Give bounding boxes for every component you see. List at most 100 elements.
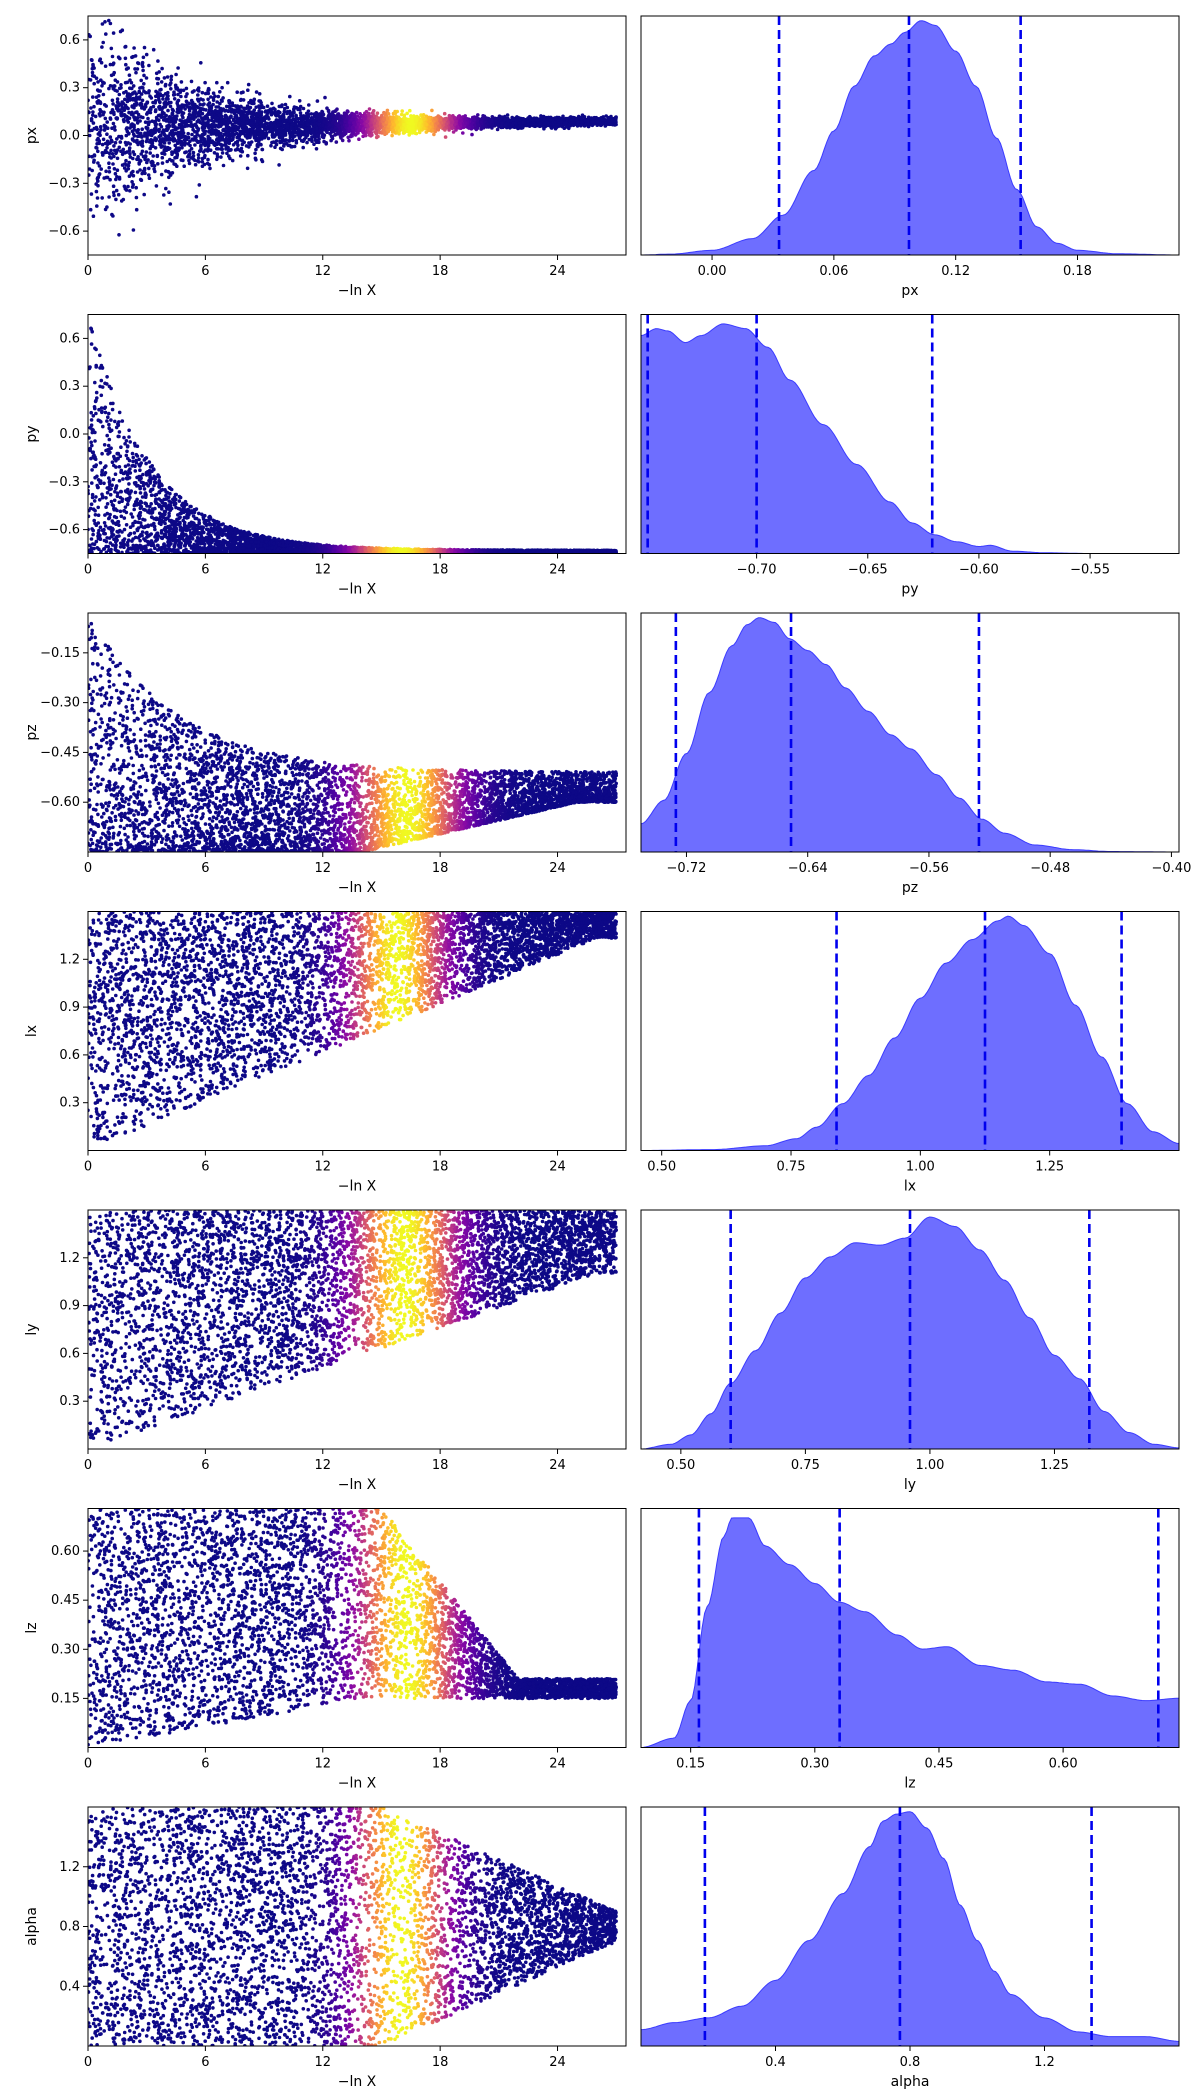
sample-point — [134, 185, 138, 190]
sample-point — [579, 123, 583, 128]
sample-point — [182, 164, 186, 168]
sample-point — [99, 60, 104, 65]
sample-point — [181, 111, 186, 115]
sample-point — [107, 18, 111, 23]
sample-point — [113, 128, 117, 132]
sample-point — [112, 144, 116, 148]
sample-point — [200, 121, 204, 126]
sample-point — [554, 117, 558, 121]
sample-point — [90, 168, 94, 173]
sample-point — [118, 140, 123, 144]
sample-point — [142, 45, 147, 50]
sample-point — [173, 125, 177, 129]
sample-point — [138, 119, 142, 123]
sample-point — [135, 170, 140, 174]
sample-point — [176, 92, 180, 97]
sample-point — [160, 161, 165, 165]
sample-point — [463, 114, 468, 118]
sample-point — [110, 212, 114, 217]
sample-point — [305, 127, 310, 131]
sample-point — [184, 86, 189, 91]
sample-point — [234, 125, 238, 129]
sample-point — [221, 117, 226, 122]
sample-point — [111, 121, 116, 126]
sample-point — [149, 96, 154, 100]
sample-point — [168, 157, 172, 162]
sample-point — [111, 102, 115, 106]
sample-point — [117, 92, 122, 97]
sample-point — [170, 116, 174, 120]
sample-point — [494, 119, 498, 123]
sample-point — [104, 169, 108, 174]
sample-point — [319, 118, 323, 122]
sample-point — [247, 100, 251, 105]
sample-point — [215, 119, 219, 123]
sample-point — [408, 108, 412, 113]
sample-point — [105, 132, 109, 136]
sample-point — [179, 130, 183, 134]
sample-point — [451, 130, 456, 134]
sample-point — [156, 95, 161, 99]
sample-point — [163, 103, 167, 108]
sample-point — [108, 135, 113, 139]
sample-point — [204, 108, 208, 112]
sample-point — [163, 145, 167, 149]
sample-point — [143, 132, 147, 137]
sample-point — [122, 184, 127, 189]
sample-point — [233, 128, 238, 133]
sample-point — [278, 140, 282, 145]
sample-point — [562, 126, 567, 130]
sample-point — [121, 147, 126, 152]
sample-point — [297, 134, 302, 139]
sample-point — [132, 128, 137, 132]
sample-point — [153, 146, 158, 150]
sample-point — [167, 175, 171, 180]
sample-point — [146, 122, 151, 127]
sample-point — [187, 149, 192, 153]
sample-point — [91, 64, 95, 68]
sample-point — [96, 179, 100, 183]
sample-point — [228, 104, 232, 108]
sample-point — [151, 47, 156, 52]
sample-point — [187, 109, 192, 113]
sample-point — [116, 55, 121, 59]
sample-point — [142, 73, 146, 78]
sample-point — [235, 90, 239, 94]
sample-point — [172, 97, 177, 101]
sample-point — [455, 125, 460, 129]
sample-point — [147, 108, 152, 112]
sample-point — [189, 79, 194, 84]
sample-point — [301, 139, 306, 143]
sample-point — [95, 176, 100, 180]
sample-point — [307, 103, 311, 107]
sample-point — [130, 137, 135, 141]
sample-point — [211, 102, 215, 107]
sample-point — [239, 97, 243, 102]
sample-point — [177, 137, 181, 142]
sample-point — [253, 132, 257, 137]
sample-point — [604, 114, 608, 118]
sample-point — [254, 158, 258, 162]
sample-point — [330, 112, 335, 116]
sample-point — [211, 91, 216, 95]
sample-point — [92, 104, 96, 109]
sample-point — [88, 77, 91, 82]
sample-point — [158, 133, 163, 137]
sample-point — [184, 103, 189, 108]
sample-point — [117, 134, 121, 139]
sample-point — [191, 150, 196, 155]
sample-point — [112, 125, 117, 129]
sample-point — [196, 153, 201, 157]
sample-point — [119, 83, 123, 87]
sample-point — [139, 115, 143, 119]
sample-point — [171, 121, 176, 126]
sample-point — [356, 131, 360, 135]
sample-point — [301, 145, 306, 150]
sample-point — [339, 121, 344, 125]
sample-point — [209, 95, 213, 99]
sample-point — [330, 134, 335, 139]
sample-point — [114, 177, 118, 182]
sample-point — [317, 137, 321, 141]
sample-point — [209, 128, 213, 133]
sample-point — [179, 133, 183, 138]
